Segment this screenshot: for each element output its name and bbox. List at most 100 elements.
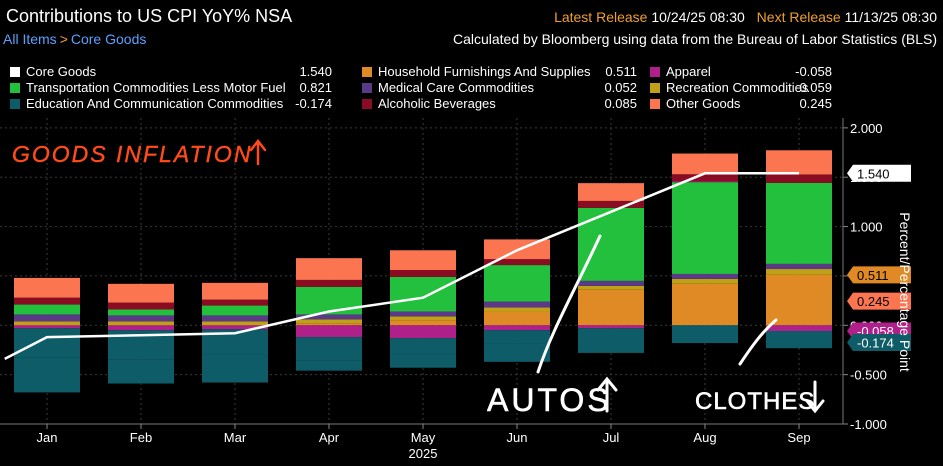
bar-segment <box>578 289 644 326</box>
legend-swatch <box>362 99 372 109</box>
legend-value: -0.058 <box>795 64 832 79</box>
autos-text: AUTOS <box>487 382 612 418</box>
legend-value: 0.245 <box>799 96 832 111</box>
legend-swatch <box>650 67 660 77</box>
y-axis-label: Percent/Percentage Point <box>897 212 913 372</box>
x-tick-label: Jun <box>507 430 528 445</box>
legend-label: Apparel <box>666 64 711 79</box>
value-tag: 1.540 <box>847 164 911 182</box>
value-tag: 0.511 <box>847 266 911 284</box>
bar-segment <box>14 321 80 326</box>
bar-segment <box>484 307 550 312</box>
bar-segment <box>484 311 550 326</box>
bar-segment <box>484 265 550 302</box>
bar-segment <box>14 304 80 315</box>
legend-item[interactable]: Transportation Commodities Less Motor Fu… <box>10 80 332 96</box>
chart-plot: -1.000-0.5000.0000.5001.0001.5002.000Jan… <box>0 118 943 466</box>
legend-item[interactable]: Recreation Commodities 0.059 <box>650 80 832 96</box>
bar-segment <box>390 270 456 277</box>
x-tick-label: Apr <box>319 430 340 445</box>
bar-segment <box>296 325 362 338</box>
legend-swatch <box>362 67 372 77</box>
bar-segment <box>578 183 644 201</box>
bar-segment <box>672 153 738 175</box>
bar-segment <box>484 330 550 344</box>
bar-segment <box>672 283 738 326</box>
bar-segment <box>766 331 832 349</box>
goods-inflation-handwriting: GOODS INFLATION <box>12 138 267 167</box>
bar-segment <box>578 280 644 286</box>
legend-item[interactable]: Household Furnishings And Supplies 0.511 <box>362 64 637 80</box>
bar-segment <box>108 359 174 384</box>
bar-segment <box>108 325 174 331</box>
legend-value: 1.540 <box>299 64 332 79</box>
value-tag: -0.174 <box>847 333 911 351</box>
chart-title: Contributions to US CPI YoY% NSA <box>6 6 293 26</box>
legend-item[interactable]: Core Goods 1.540 <box>10 64 332 80</box>
bar-segment <box>484 325 550 331</box>
legend-label: Core Goods <box>26 64 97 79</box>
bar-segment <box>202 299 268 306</box>
legend-label: Household Furnishings And Supplies <box>378 64 591 79</box>
bar-segment <box>766 274 832 326</box>
x-tick-label: Aug <box>693 430 716 445</box>
bar-segment <box>108 309 174 316</box>
value-tag-box <box>847 266 911 284</box>
bar-segment <box>672 181 738 183</box>
bar-segment <box>14 297 80 305</box>
bar-segment <box>484 301 550 308</box>
bar-segment <box>766 263 832 270</box>
bar-segment <box>390 354 456 368</box>
legend-swatch <box>650 83 660 93</box>
annotation-clothes: CLOTHES <box>695 378 835 423</box>
y-tick-label: -1.000 <box>850 417 887 432</box>
legend-value: 0.511 <box>605 64 637 79</box>
legend-item[interactable]: Medical Care Commodities 0.052 <box>362 80 637 96</box>
legend-label: Medical Care Commodities <box>378 80 535 95</box>
breadcrumb-all-items[interactable]: All Items <box>3 31 57 47</box>
clothes-handwriting: CLOTHES <box>695 380 825 415</box>
bar-segment <box>296 319 362 324</box>
bar-segment <box>578 207 644 281</box>
bar-segment <box>14 277 80 298</box>
bar-segment <box>108 321 174 326</box>
x-tick-label: May <box>411 430 436 445</box>
bar-segment <box>390 320 456 326</box>
breadcrumb-separator-icon: > <box>59 31 68 47</box>
y-tick-label: 2.000 <box>850 121 883 136</box>
bar-segment <box>296 314 362 320</box>
legend-item[interactable]: Education And Communication Commodities -… <box>10 96 332 112</box>
value-tag-box <box>847 164 911 182</box>
bar-segment <box>672 273 738 279</box>
bar-segment <box>766 182 832 264</box>
bar-segment <box>766 150 832 175</box>
bar-segment <box>484 259 550 266</box>
x-year-label: 2025 <box>409 446 438 461</box>
legend-value: 0.085 <box>604 96 637 111</box>
bar-segment <box>202 325 268 330</box>
goods-inflation-text: GOODS INFLATION <box>12 141 252 167</box>
legend-value: 0.821 <box>299 80 332 95</box>
legend-item[interactable]: Apparel -0.058 <box>650 64 832 80</box>
bar-segment <box>296 360 362 371</box>
breadcrumb-core-goods[interactable]: Core Goods <box>70 31 147 47</box>
bar-segment <box>390 338 456 355</box>
bar-segment <box>14 314 80 322</box>
value-tag-label: -0.174 <box>857 335 894 350</box>
legend-item[interactable]: Other Goods 0.245 <box>650 96 832 112</box>
bar-segment <box>202 305 268 316</box>
bar-segment <box>672 174 738 182</box>
bar-segment <box>672 278 738 284</box>
bar-segment <box>484 343 550 362</box>
bar-segment <box>296 286 362 315</box>
bar-segment <box>390 276 456 312</box>
legend-label: Education And Communication Commodities <box>26 96 284 111</box>
latest-release-label: Latest Release <box>554 9 648 25</box>
release-info: Latest Release 10/24/25 08:30 Next Relea… <box>554 9 937 25</box>
legend-swatch <box>10 67 20 77</box>
value-tag-label: 0.511 <box>857 268 889 283</box>
next-release-value: 11/13/25 08:30 <box>844 9 937 25</box>
bar-segment <box>672 325 738 344</box>
bar-segment <box>14 325 80 329</box>
legend-item[interactable]: Alcoholic Beverages 0.085 <box>362 96 637 112</box>
